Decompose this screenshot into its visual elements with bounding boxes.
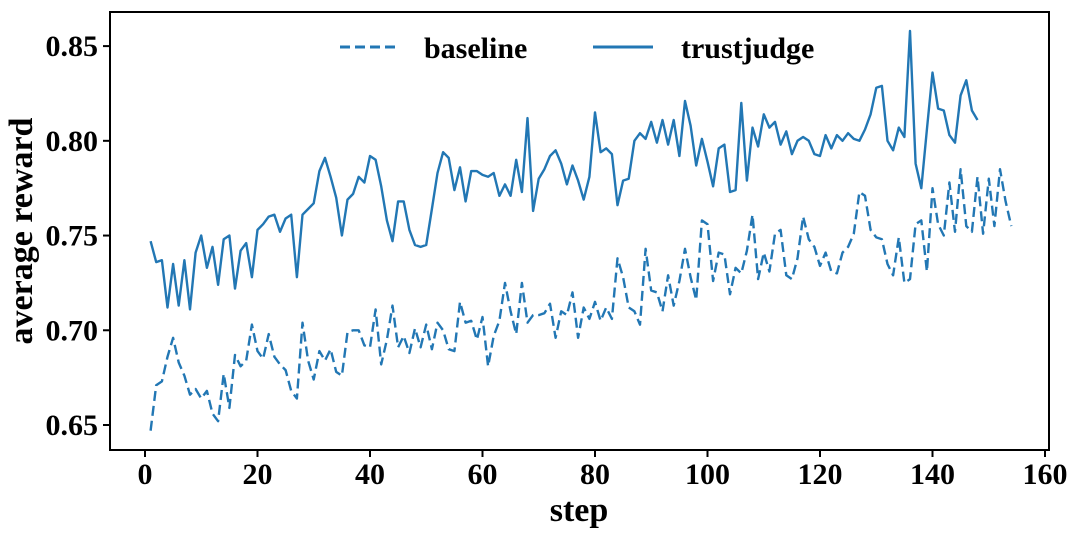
x-tick-label: 100 <box>685 458 730 491</box>
x-tick-label: 80 <box>580 458 610 491</box>
axis-ticks: 0 20 40 60 80 100 120 140 160 0.65 0.70 0.75 0.80 0.8… <box>46 30 1068 491</box>
x-tick-label: 20 <box>242 458 272 491</box>
y-tick-label: 0.85 <box>46 30 99 63</box>
y-axis-label: average reward <box>3 117 40 344</box>
series-trustjudge-line <box>149 29 979 311</box>
x-axis-label: step <box>550 492 609 529</box>
y-tick-label: 0.75 <box>46 220 99 253</box>
x-tick-label: 40 <box>355 458 385 491</box>
legend-baseline-label: baseline <box>424 32 527 65</box>
x-tick-label: 140 <box>910 458 955 491</box>
series-baseline-line <box>149 167 1013 431</box>
x-tick-label: 160 <box>1023 458 1068 491</box>
x-tick-label: 60 <box>467 458 497 491</box>
data-series <box>149 29 1013 431</box>
x-tick-label: 0 <box>137 458 152 491</box>
legend: baseline trustjudge <box>340 32 814 65</box>
y-tick-label: 0.65 <box>46 409 99 442</box>
y-tick-label: 0.80 <box>46 125 99 158</box>
x-tick-label: 120 <box>798 458 843 491</box>
y-tick-label: 0.70 <box>46 314 99 347</box>
plot-border <box>109 11 1050 451</box>
legend-trustjudge-label: trustjudge <box>681 32 814 65</box>
